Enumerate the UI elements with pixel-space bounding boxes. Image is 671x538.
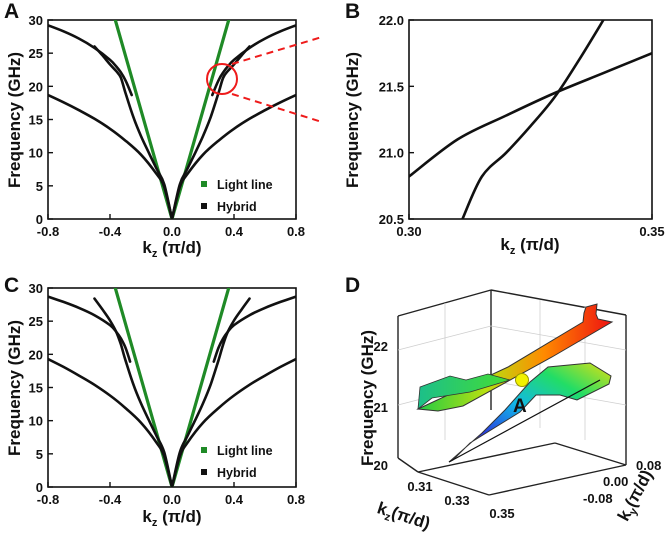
panel-b-ylabel: Frequency (GHz): [343, 52, 362, 188]
hybrid-mode-series: [461, 20, 605, 219]
x-tick-label: 0.4: [225, 224, 244, 239]
x-tick-label: -0.8: [37, 224, 59, 239]
panel-b-plot-frame: [408, 19, 653, 220]
y-tick-label: 5: [36, 179, 43, 194]
y-tick-label: 0: [36, 480, 43, 495]
hybrid-mode-series: [211, 24, 296, 97]
zoom-connector-bottom: [231, 93, 323, 123]
panel-c-xlabel: kz (π/d): [142, 507, 201, 529]
x-tick-label: 0.35: [639, 224, 664, 239]
panel-d-kz-label: kz(π/d): [374, 498, 433, 533]
hybrid-mode-series: [48, 295, 132, 363]
kz-tick-label: 0.33: [444, 493, 469, 508]
light-line-series: [113, 20, 231, 219]
panel-b-label: B: [345, 0, 360, 23]
hybrid-mode-series: [170, 45, 251, 219]
panel-b: B 0.30 0.35 20.5 21.0 21.5 22.0 kz (π/d) Freq…: [343, 0, 665, 257]
legend-light-line-swatch: [201, 447, 207, 453]
z-tick-label: 20: [374, 458, 388, 473]
hybrid-mode-series: [170, 357, 296, 487]
hybrid-mode-series: [170, 297, 251, 487]
panel-c: C -0.8 -0.4 0.0 0.4 0.8 0 5 10 15 20 25 30 kz (π/d)…: [4, 274, 305, 529]
z-tick-label: 22: [374, 339, 388, 354]
panel-d-lower-surface: [448, 362, 612, 463]
hybrid-mode-series: [48, 357, 174, 487]
y-tick-label: 10: [29, 146, 43, 161]
hybrid-mode-series: [48, 24, 133, 97]
ky-tick-label: 0.00: [603, 474, 628, 489]
y-tick-label: 10: [29, 414, 43, 429]
panel-c-label: C: [4, 274, 19, 297]
panel-d-axes-box: [397, 289, 627, 496]
y-tick-label: 30: [29, 13, 43, 28]
x-tick-label: 0.30: [396, 224, 421, 239]
x-tick-label: -0.4: [99, 492, 122, 507]
x-tick-label: -0.8: [37, 492, 59, 507]
degeneracy-point-marker: [515, 373, 529, 387]
z-tick-label: 21: [374, 400, 388, 415]
y-tick-label: 25: [29, 46, 43, 61]
kz-tick-label: 0.35: [489, 506, 514, 521]
panel-d-upper-surface-wing: [417, 373, 512, 410]
legend-hybrid-label: Hybrid: [217, 466, 257, 480]
y-tick-label: 21.0: [379, 146, 404, 161]
panel-b-xlabel: kz (π/d): [500, 235, 559, 257]
hybrid-mode-series: [93, 45, 174, 219]
light-line-series: [113, 288, 231, 487]
x-tick-label: 0.0: [163, 492, 181, 507]
panel-c-tick-labels: -0.8 -0.4 0.0 0.4 0.8 0 5 10 15 20 25 30: [29, 281, 306, 507]
x-tick-label: 0.8: [287, 492, 305, 507]
y-tick-label: 20: [29, 347, 43, 362]
hybrid-mode-series: [212, 295, 296, 363]
legend-hybrid-label: Hybrid: [217, 200, 257, 214]
y-tick-label: 20.5: [379, 212, 404, 227]
panel-d-label: D: [345, 274, 360, 297]
panel-a-label: A: [4, 0, 19, 23]
y-tick-label: 30: [29, 281, 43, 296]
y-tick-label: 20: [29, 79, 43, 94]
kz-tick-label: 0.31: [407, 479, 432, 494]
x-tick-label: 0.0: [163, 224, 181, 239]
zoom-connector-top: [231, 36, 323, 65]
panel-d-upper-surface: [416, 303, 614, 412]
panel-c-ylabel: Frequency (GHz): [5, 320, 24, 456]
x-tick-label: 0.8: [287, 224, 305, 239]
panel-a-xlabel: kz (π/d): [142, 238, 201, 260]
panel-d: D A 22 21: [345, 274, 661, 536]
legend-hybrid-swatch: [201, 469, 207, 475]
legend-hybrid-swatch: [201, 203, 207, 209]
panel-b-tick-labels: 0.30 0.35 20.5 21.0 21.5 22.0: [379, 13, 665, 239]
avoided-crossing-highlight-circle: [206, 63, 238, 95]
panel-d-lower-surface-edge: [448, 379, 601, 463]
degeneracy-point-label: A: [513, 396, 527, 417]
panel-b-curves: [409, 20, 652, 219]
y-tick-label: 21.5: [379, 79, 404, 94]
y-tick-label: 0: [36, 212, 43, 227]
ky-tick-label: 0.08: [636, 458, 661, 473]
y-tick-label: 15: [29, 113, 43, 128]
x-tick-label: -0.4: [99, 224, 122, 239]
y-tick-label: 15: [29, 381, 43, 396]
legend-light-line-label: Light line: [217, 444, 273, 458]
panel-a-tick-labels: -0.8 -0.4 0.0 0.4 0.8 0 5 10 15 20 25 30: [29, 13, 306, 239]
x-tick-label: 0.4: [225, 492, 244, 507]
panel-a: A -0.8 -0.4 0.0 0.4 0.8 0 5 10 15 20 25 30 kz (π/d)…: [4, 0, 323, 260]
panel-c-curves: [48, 288, 296, 487]
legend-light-line-swatch: [201, 181, 207, 187]
hybrid-mode-series: [409, 51, 652, 178]
panel-a-ylabel: Frequency (GHz): [5, 52, 24, 188]
hybrid-mode-series: [48, 93, 174, 219]
y-tick-label: 25: [29, 314, 43, 329]
y-tick-label: 5: [36, 447, 43, 462]
panel-d-zlabel: Frequency (GHz): [358, 330, 377, 466]
y-tick-label: 22.0: [379, 13, 404, 28]
ky-tick-label: -0.08: [583, 491, 613, 506]
legend-light-line-label: Light line: [217, 178, 273, 192]
hybrid-mode-series: [93, 297, 174, 487]
